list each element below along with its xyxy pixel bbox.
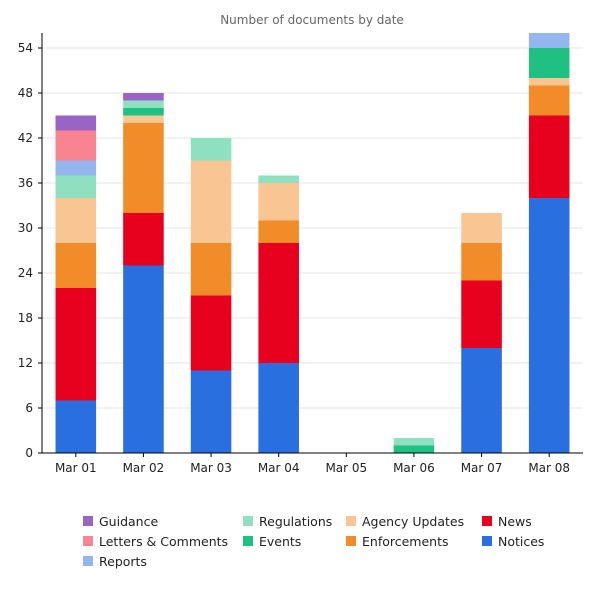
x-axis-ticks: Mar 01 Mar 02 Mar 03 Mar 04 Mar 05 Mar 06 Mar …: [55, 453, 570, 475]
y-axis-ticks: 0 6 12 18 24 30 36 42 48 54: [18, 41, 42, 460]
bar-segment-news-mar-01[interactable]: [55, 288, 97, 401]
legend-swatch-notices: [482, 536, 492, 546]
bar-segment-enforcements-mar-02[interactable]: [123, 123, 164, 213]
y-tick-label: 54: [18, 41, 33, 55]
bar-segment-events-mar-08[interactable]: [528, 48, 570, 78]
bar-segment-news-mar-08[interactable]: [528, 115, 570, 199]
legend-item-letters-comments[interactable]: Letters & Comments: [83, 531, 243, 551]
legend-label-guidance: Guidance: [99, 513, 159, 529]
legend-swatch-guidance: [83, 516, 93, 526]
bar-segment-reports-mar-08[interactable]: [528, 33, 570, 48]
legend-item-events[interactable]: Events: [243, 531, 346, 551]
bar-segment-reports-mar-01[interactable]: [55, 160, 97, 176]
bar-segment-agency-updates-mar-07[interactable]: [461, 213, 502, 243]
bar-segment-notices-mar-01[interactable]: [55, 400, 97, 454]
bar-segment-guidance-mar-02[interactable]: [123, 93, 164, 101]
x-tick-label: Mar 07: [461, 461, 503, 475]
bar-segment-enforcements-mar-01[interactable]: [55, 243, 97, 288]
y-tick-label: 30: [18, 221, 33, 235]
legend-swatch-agency-updates: [346, 516, 356, 526]
y-tick-label: 48: [18, 86, 33, 100]
legend-label-letters-comments: Letters & Comments: [99, 533, 229, 549]
y-tick-label: 42: [18, 131, 33, 145]
bar-segment-news-mar-03[interactable]: [190, 295, 232, 371]
x-tick-label: Mar 02: [123, 461, 165, 475]
bar-segment-events-mar-06[interactable]: [393, 445, 435, 454]
bar-segment-notices-mar-08[interactable]: [528, 198, 570, 453]
bar-segment-agency-updates-mar-01[interactable]: [55, 198, 97, 243]
x-tick-label: Mar 08: [528, 461, 570, 475]
legend-label-news: News: [498, 513, 532, 529]
bar-segment-notices-mar-02[interactable]: [123, 265, 164, 454]
legend-item-agency-updates[interactable]: Agency Updates: [346, 511, 482, 531]
x-tick-label: Mar 03: [190, 461, 232, 475]
y-tick-label: 18: [18, 311, 33, 325]
legend-swatch-news: [482, 516, 492, 526]
y-tick-label: 24: [18, 266, 33, 280]
bar-segment-regulations-mar-02[interactable]: [123, 100, 164, 109]
legend-item-reports[interactable]: Reports: [83, 551, 243, 571]
bar-segment-regulations-mar-01[interactable]: [55, 175, 97, 199]
y-tick-label: 12: [18, 356, 33, 370]
bar-segment-agency-updates-mar-03[interactable]: [190, 160, 232, 244]
legend-item-notices[interactable]: Notices: [482, 531, 562, 551]
bar-segment-enforcements-mar-03[interactable]: [190, 243, 232, 296]
bar-segment-notices-mar-07[interactable]: [461, 348, 502, 453]
chart-title: Number of documents by date: [220, 13, 404, 27]
legend-swatch-letters-comments: [83, 536, 93, 546]
legend-label-enforcements: Enforcements: [362, 533, 449, 549]
bar-segment-regulations-mar-04[interactable]: [258, 175, 299, 184]
legend-item-regulations[interactable]: Regulations: [243, 511, 346, 531]
bar-segment-enforcements-mar-08[interactable]: [528, 85, 570, 116]
bar-segment-regulations-mar-03[interactable]: [190, 138, 232, 161]
bar-segment-news-mar-04[interactable]: [258, 243, 299, 363]
y-tick-label: 6: [25, 401, 33, 415]
legend-label-agency-updates: Agency Updates: [362, 513, 465, 529]
legend: Guidance Letters & Comments Reports Regu…: [83, 511, 583, 571]
bar-segment-notices-mar-04[interactable]: [258, 363, 299, 453]
legend-item-news[interactable]: News: [482, 511, 562, 531]
bars: [55, 33, 570, 454]
legend-swatch-regulations: [243, 516, 253, 526]
x-tick-label: Mar 06: [393, 461, 435, 475]
bar-segment-events-mar-02[interactable]: [123, 108, 164, 116]
legend-label-events: Events: [259, 533, 302, 549]
legend-label-reports: Reports: [99, 553, 147, 569]
legend-swatch-reports: [83, 556, 93, 566]
bar-segment-regulations-mar-06[interactable]: [393, 438, 435, 446]
bar-segment-enforcements-mar-04[interactable]: [258, 220, 299, 244]
bar-segment-letters-and-comments-mar-01[interactable]: [55, 130, 97, 161]
x-tick-label: Mar 01: [55, 461, 97, 475]
x-tick-label: Mar 05: [325, 461, 367, 475]
bar-segment-guidance-mar-01[interactable]: [55, 115, 97, 131]
legend-swatch-events: [243, 536, 253, 546]
bar-segment-agency-updates-mar-08[interactable]: [528, 78, 570, 86]
bar-segment-agency-updates-mar-04[interactable]: [258, 183, 299, 221]
bar-segment-agency-updates-mar-02[interactable]: [123, 115, 164, 124]
y-tick-label: 0: [25, 446, 33, 460]
bar-segment-notices-mar-03[interactable]: [190, 370, 232, 454]
legend-item-guidance[interactable]: Guidance: [83, 511, 243, 531]
legend-label-notices: Notices: [498, 533, 545, 549]
bar-segment-news-mar-02[interactable]: [123, 213, 164, 266]
legend-swatch-enforcements: [346, 536, 356, 546]
legend-label-regulations: Regulations: [259, 513, 333, 529]
axes: [41, 33, 583, 454]
x-tick-label: Mar 04: [258, 461, 300, 475]
y-tick-label: 36: [18, 176, 33, 190]
bar-segment-news-mar-07[interactable]: [461, 280, 502, 349]
bar-segment-enforcements-mar-07[interactable]: [461, 243, 502, 281]
legend-item-enforcements[interactable]: Enforcements: [346, 531, 482, 551]
